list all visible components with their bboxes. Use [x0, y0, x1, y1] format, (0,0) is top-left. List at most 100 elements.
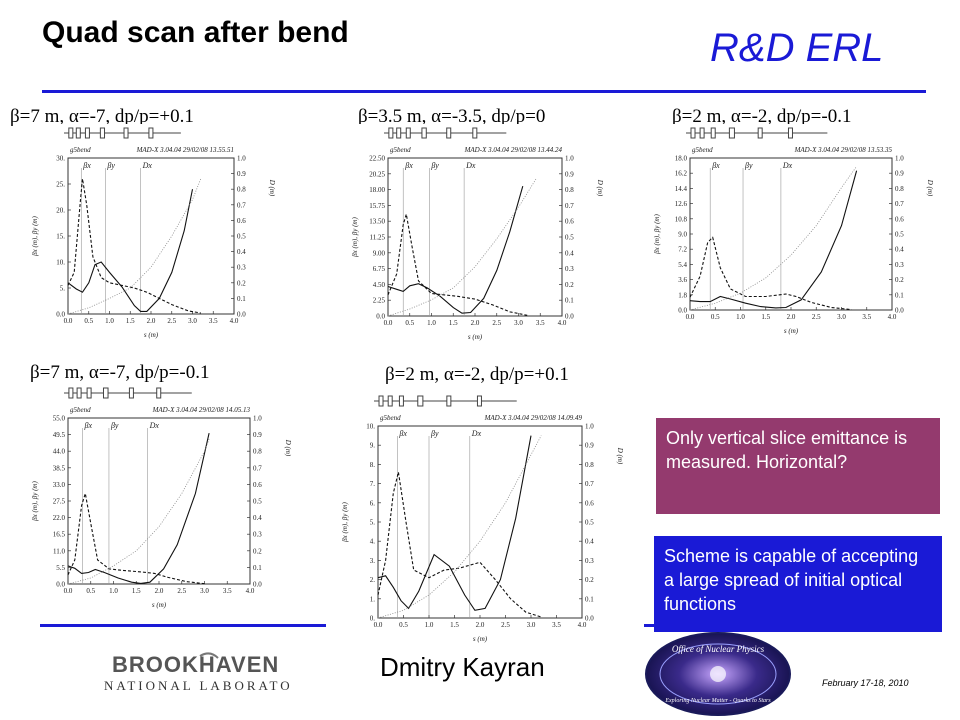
x-tick-label: 4.0: [246, 587, 255, 595]
y-tick-label: 5.: [370, 519, 376, 527]
y-tick-label: 16.2: [675, 170, 688, 178]
magnet-element: [728, 127, 735, 139]
y-axis-label: βx (m), βy (m): [31, 216, 39, 257]
x-tick-label: 0.0: [384, 319, 393, 327]
x-tick-label: 3.0: [837, 313, 846, 321]
y-tick-label: 30.: [56, 155, 65, 163]
y-right-tick-label: 0.6: [253, 481, 262, 489]
y-right-tick-label: 0.7: [565, 202, 574, 210]
plot-frame: [67, 417, 251, 585]
y-right-tick-label: 0.2: [565, 281, 574, 289]
y-tick-label: 0.0: [376, 313, 385, 321]
bottom-rule-left: [40, 624, 308, 627]
magnet-element: [417, 395, 424, 407]
x-tick-label: 4.0: [558, 319, 567, 327]
optics-plot-1: g5bend MAD-X 3.04.04 29/02/08 13.55.51 βx β…: [30, 124, 276, 340]
y-right-tick-label: 0.0: [565, 313, 574, 321]
x-axis-label: s (m): [784, 327, 799, 335]
magnet-element: [99, 127, 106, 139]
series-line-betay: [67, 189, 194, 312]
x-tick-label: 2.0: [476, 621, 485, 629]
y-right-tick-label: 0.1: [895, 291, 904, 299]
optics-plot-3: g5bend MAD-X 3.04.04 29/02/08 13.53.35 βx β…: [652, 124, 934, 336]
y-tick-label: 25.: [56, 181, 65, 189]
y-tick-label: 1.8: [678, 291, 687, 299]
y-right-tick-label: 0.8: [585, 461, 594, 469]
x-tick-label: 4.0: [888, 313, 897, 321]
y-right-tick-label: 0.3: [585, 557, 594, 565]
y-right-tick-label: 0.6: [237, 217, 246, 225]
svg-text:NATIONAL LABORATORY: NATIONAL LABORATORY: [104, 678, 290, 693]
optics-plot-2: g5bend MAD-X 3.04.04 29/02/08 13.44.24 βx β…: [350, 124, 604, 342]
nuclear-physics-seal: Office of Nuclear Physics Exploring Nucl…: [645, 632, 791, 716]
x-tick-label: 3.0: [514, 319, 523, 327]
x-tick-label: 1.0: [109, 587, 118, 595]
x-tick-label: 0.0: [64, 317, 73, 325]
x-tick-label: 2.5: [501, 621, 510, 629]
x-tick-label: 0.0: [686, 313, 695, 321]
magnet-element: [75, 127, 81, 139]
x-tick-label: 1.0: [736, 313, 745, 321]
brand-title: R&D ERL: [710, 26, 884, 70]
y-right-tick-label: 0.5: [253, 498, 262, 506]
series-line-betax: [377, 471, 542, 618]
y-tick-label: 15.75: [369, 202, 385, 210]
title-underline: [42, 90, 926, 93]
x-tick-label: 3.5: [536, 319, 545, 327]
y-right-tick-label: 0.3: [565, 265, 574, 273]
y-tick-label: 0.0: [56, 581, 65, 589]
y-tick-label: 16.5: [53, 531, 66, 539]
y-tick-label: 4.: [370, 538, 376, 546]
y-tick-label: 6.75: [373, 265, 386, 273]
y-right-tick-label: 0.9: [237, 170, 246, 178]
y-right-tick-label: 0.4: [895, 246, 904, 254]
y-right-axis-label: D (m): [284, 439, 292, 457]
y-tick-label: 9.00: [373, 249, 386, 257]
marker-label: βy: [430, 161, 439, 170]
y-right-tick-label: 0.8: [895, 185, 904, 193]
y-axis-label: βx (m), βy (m): [31, 481, 39, 522]
y-right-axis-label: D (m): [268, 179, 276, 197]
x-tick-label: 1.5: [132, 587, 141, 595]
plot-label-2: β=3.5 m, α=-3.5, dp/p=0: [358, 106, 546, 127]
y-tick-label: 22.0: [53, 514, 66, 522]
marker-label: βx: [404, 161, 413, 170]
y-tick-label: 0.0: [56, 311, 65, 319]
y-tick-label: 18.0: [675, 155, 688, 163]
x-tick-label: 2.5: [492, 319, 501, 327]
y-right-axis-label: D (m): [616, 447, 624, 465]
marker-label: βx: [84, 421, 93, 430]
series-line-dx: [67, 438, 210, 585]
x-tick-label: 0.0: [64, 587, 73, 595]
magnet-element: [446, 395, 452, 407]
series-line-betax: [67, 178, 201, 314]
marker-label: Dx: [471, 429, 482, 438]
plot-label-5: β=2 m, α=-2, dp/p=+0.1: [385, 364, 569, 385]
magnet-element: [387, 395, 393, 407]
y-tick-label: 8.: [370, 461, 376, 469]
y-tick-label: 3.: [370, 557, 376, 565]
marker-label: Dx: [465, 161, 476, 170]
marker-label: Dx: [149, 421, 160, 430]
y-right-axis-label: D (m): [926, 179, 934, 197]
y-right-tick-label: 1.0: [895, 155, 904, 163]
y-right-tick-label: 0.1: [237, 295, 246, 303]
y-tick-label: 27.5: [53, 498, 66, 506]
y-tick-label: 6.: [370, 499, 376, 507]
magnet-element: [446, 127, 452, 139]
plot-label-3: β=2 m, α=-2, dp/p=-0.1: [672, 106, 852, 127]
series-line-dx: [387, 178, 537, 317]
plot-frame: [387, 157, 563, 317]
y-right-tick-label: 0.6: [585, 499, 594, 507]
y-tick-label: 10.: [56, 259, 65, 267]
author-name: Dmitry Kayran: [380, 652, 545, 682]
y-tick-label: 2.25: [373, 297, 386, 305]
bottom-rule-right: [644, 624, 656, 627]
x-tick-label: 2.0: [787, 313, 796, 321]
magnet-element: [123, 127, 129, 139]
y-tick-label: 0.0: [678, 307, 687, 315]
magnet-element: [690, 127, 696, 139]
marker-label: Dx: [142, 161, 153, 170]
y-tick-label: 7.2: [678, 246, 687, 254]
x-tick-label: 1.0: [105, 317, 114, 325]
